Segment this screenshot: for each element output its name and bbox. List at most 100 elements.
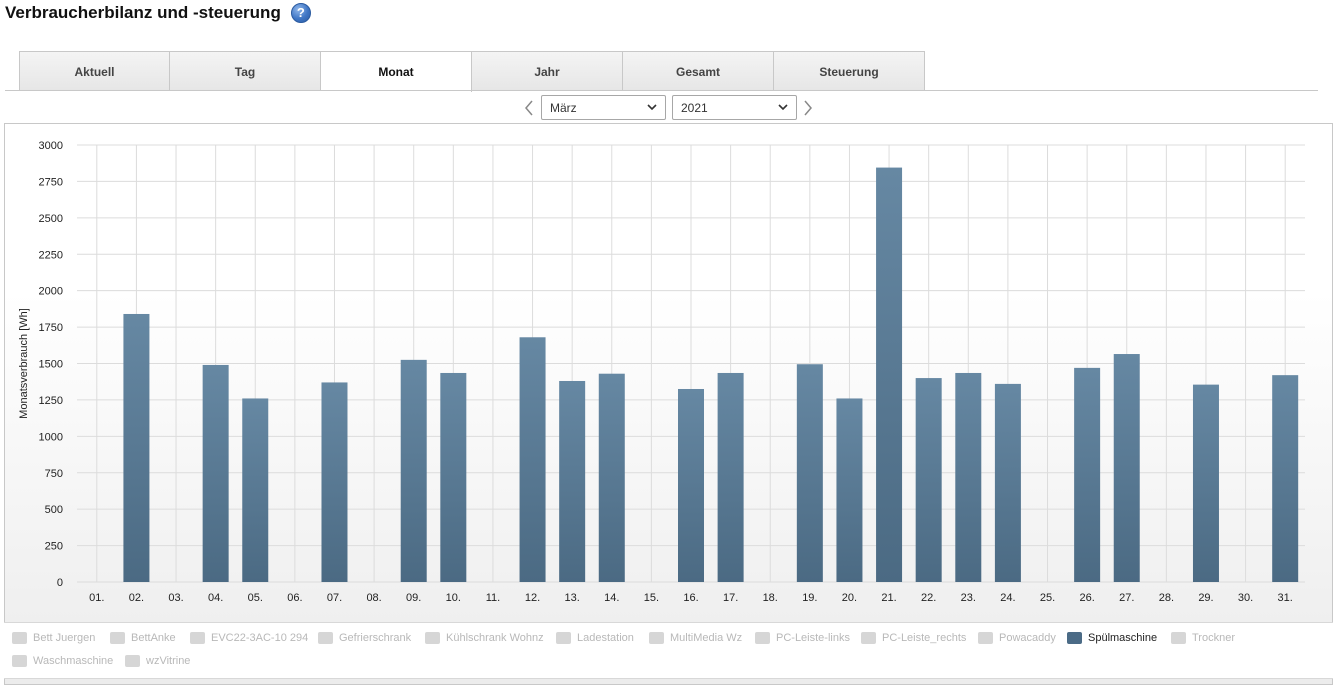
bar xyxy=(123,313,150,582)
legend-swatch xyxy=(978,632,993,644)
x-tick-label: 20. xyxy=(842,592,857,604)
page-title-text: Verbraucherbilanz und -steuerung xyxy=(5,3,281,22)
legend-label: PC-Leiste-links xyxy=(776,632,850,644)
bar xyxy=(717,372,744,582)
y-tick-label: 1000 xyxy=(39,431,63,443)
legend-label: Gefrierschrank xyxy=(339,632,412,644)
legend-swatch xyxy=(1171,632,1186,644)
x-tick-label: 13. xyxy=(565,592,580,604)
bar xyxy=(955,372,982,582)
legend-swatch xyxy=(190,632,205,644)
bar xyxy=(598,373,625,582)
legend-swatch xyxy=(110,632,125,644)
y-tick-label: 500 xyxy=(45,504,63,516)
y-tick-label: 3000 xyxy=(39,140,63,152)
legend-item[interactable]: Ladestation xyxy=(556,632,634,644)
tab-gesamt[interactable]: Gesamt xyxy=(623,51,774,91)
tab-jahr[interactable]: Jahr xyxy=(472,51,623,91)
y-tick-label: 2750 xyxy=(39,176,63,188)
x-tick-label: 28. xyxy=(1159,592,1174,604)
bar xyxy=(994,383,1021,582)
legend-swatch xyxy=(125,655,140,667)
x-tick-label: 04. xyxy=(208,592,223,604)
x-tick-label: 01. xyxy=(89,592,104,604)
x-tick-label: 10. xyxy=(446,592,461,604)
bar xyxy=(1074,367,1101,582)
x-tick-label: 05. xyxy=(248,592,263,604)
legend-item[interactable]: PC-Leiste_rechts xyxy=(861,632,966,644)
x-tick-label: 26. xyxy=(1079,592,1094,604)
x-tick-label: 08. xyxy=(366,592,381,604)
y-tick-label: 1250 xyxy=(39,395,63,407)
period-navigation: März 2021 xyxy=(518,95,819,120)
legend-swatch xyxy=(425,632,440,644)
chart-legend: Bett Juergen BettAnke EVC22-3AC-10 294 Gefr… xyxy=(4,622,1333,679)
x-tick-label: 03. xyxy=(168,592,183,604)
legend-label: wzVitrine xyxy=(146,655,191,667)
legend-swatch xyxy=(12,655,27,667)
legend-label: Bett Juergen xyxy=(33,632,96,644)
question-icon[interactable]: ? xyxy=(290,3,311,23)
legend-label: Spülmaschine xyxy=(1088,632,1158,644)
legend-swatch xyxy=(12,632,27,644)
x-tick-label: 31. xyxy=(1278,592,1293,604)
chevron-left-icon[interactable] xyxy=(518,95,540,120)
year-select-value: 2021 xyxy=(681,100,708,115)
legend-label: Waschmaschine xyxy=(33,655,114,667)
legend-item[interactable]: Kühlschrank Wohnz xyxy=(425,632,544,644)
year-select[interactable]: 2021 xyxy=(672,95,797,120)
legend-label: Trockner xyxy=(1192,632,1235,644)
tab-monat[interactable]: Monat xyxy=(321,51,472,92)
legend-item[interactable]: Spülmaschine xyxy=(1067,632,1157,644)
x-tick-label: 06. xyxy=(287,592,302,604)
legend-label: Powacaddy xyxy=(999,632,1056,644)
page-title: Verbraucherbilanz und -steuerung ? xyxy=(5,3,311,23)
tab-steuerung[interactable]: Steuerung xyxy=(774,51,925,91)
bar xyxy=(242,398,269,582)
bar xyxy=(400,359,427,582)
x-tick-label: 22. xyxy=(921,592,936,604)
y-tick-label: 1500 xyxy=(39,359,63,371)
legend-item[interactable]: PC-Leiste-links xyxy=(755,632,850,644)
legend-label: BettAnke xyxy=(131,632,176,644)
x-tick-label: 07. xyxy=(327,592,342,604)
month-select[interactable]: März xyxy=(541,95,666,120)
legend-label: MultiMedia Wz xyxy=(670,632,743,644)
x-tick-label: 30. xyxy=(1238,592,1253,604)
tab-bar: Aktuell Tag Monat Jahr Gesamt Steuerung xyxy=(19,51,925,92)
legend-swatch xyxy=(1067,632,1082,644)
legend-item[interactable]: Powacaddy xyxy=(978,632,1056,644)
legend-item[interactable]: wzVitrine xyxy=(125,655,190,667)
x-tick-label: 11. xyxy=(486,592,500,604)
legend-item[interactable]: Gefrierschrank xyxy=(318,632,411,644)
bar xyxy=(559,380,586,582)
bar xyxy=(678,388,704,582)
bar xyxy=(321,382,348,582)
bar xyxy=(915,378,942,582)
x-tick-label: 21. xyxy=(881,592,896,604)
x-tick-label: 24. xyxy=(1000,592,1015,604)
x-tick-label: 17. xyxy=(723,592,738,604)
tab-aktuell[interactable]: Aktuell xyxy=(19,51,170,91)
legend-swatch xyxy=(556,632,571,644)
legend-swatch xyxy=(861,632,876,644)
month-select-value: März xyxy=(550,100,577,115)
legend-item[interactable]: BettAnke xyxy=(110,632,176,644)
y-tick-label: 2250 xyxy=(39,249,63,261)
legend-item[interactable]: Waschmaschine xyxy=(12,655,113,667)
legend-item[interactable]: MultiMedia Wz xyxy=(649,632,742,644)
chevron-right-icon[interactable] xyxy=(797,95,819,120)
bar xyxy=(440,372,467,582)
bar xyxy=(796,364,823,582)
legend-swatch xyxy=(755,632,770,644)
legend-item[interactable]: EVC22-3AC-10 294 xyxy=(190,632,308,644)
bar xyxy=(876,167,903,582)
tab-tag[interactable]: Tag xyxy=(170,51,321,91)
chart-panel: 0 250 500 750 1000 1250 1500 1750 2000 2250 2500 27… xyxy=(4,123,1333,685)
chevron-down-icon xyxy=(778,102,788,114)
x-tick-label: 18. xyxy=(763,592,778,604)
legend-item[interactable]: Bett Juergen xyxy=(12,632,95,644)
x-tick-label: 27. xyxy=(1119,592,1134,604)
legend-item[interactable]: Trockner xyxy=(1171,632,1235,644)
y-tick-label: 750 xyxy=(45,468,63,480)
